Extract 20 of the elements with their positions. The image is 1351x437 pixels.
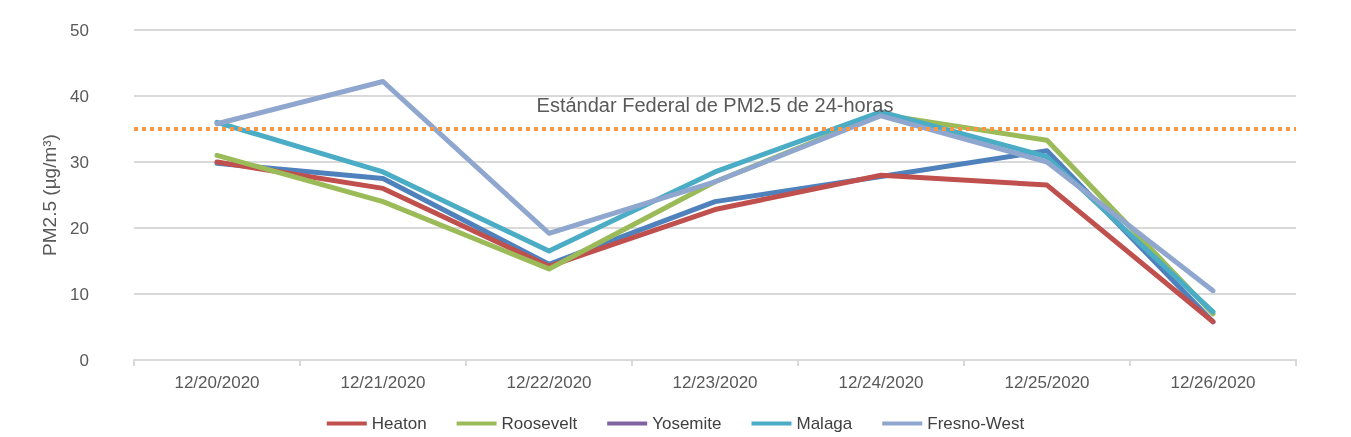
ref-line-label: Estándar Federal de PM2.5 de 24-horas (536, 94, 894, 116)
y-tick-label: 40 (70, 86, 89, 106)
y-tick-label: 0 (79, 350, 89, 370)
legend-label: Yosemite (652, 414, 722, 433)
x-tick-label: 12/23/2020 (672, 373, 758, 392)
y-tick-label: 10 (70, 284, 89, 304)
y-axis-title: PM2.5 (µg/m³) (39, 134, 61, 256)
y-tick-label: 50 (70, 20, 89, 40)
legend-label: Roosevelt (501, 414, 578, 433)
x-tick-label: 12/22/2020 (506, 373, 592, 392)
x-tick-label: 12/24/2020 (838, 373, 924, 392)
legend-label: Fresno-West (927, 414, 1025, 433)
y-tick-label: 30 (70, 152, 89, 172)
x-tick-label: 12/21/2020 (340, 373, 426, 392)
x-tick-label: 12/25/2020 (1004, 373, 1090, 392)
x-tick-label: 12/20/2020 (174, 373, 260, 392)
legend-label: Malaga (796, 414, 853, 433)
legend-label: Heaton (371, 414, 427, 433)
x-tick-label: 12/26/2020 (1170, 373, 1256, 392)
y-tick-label: 20 (70, 218, 89, 238)
